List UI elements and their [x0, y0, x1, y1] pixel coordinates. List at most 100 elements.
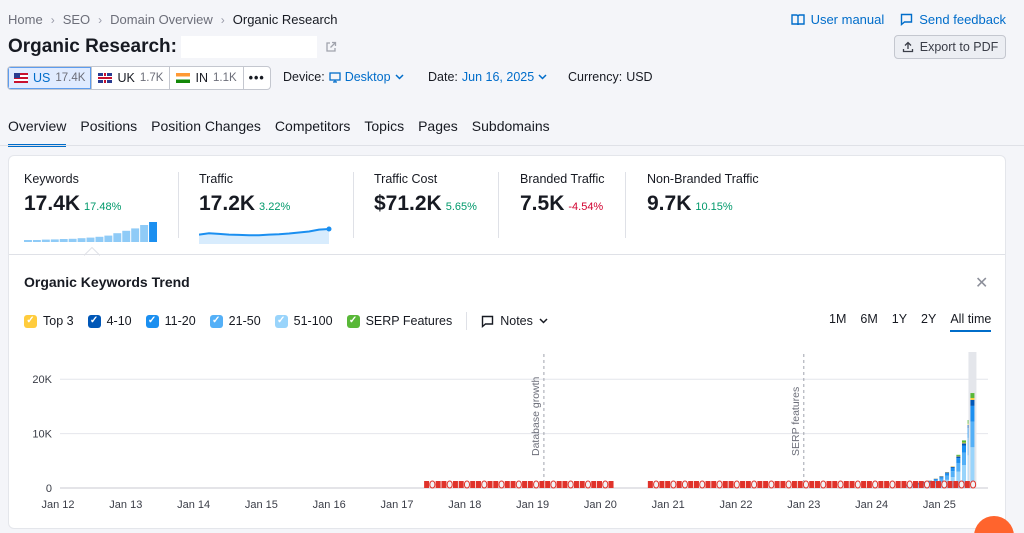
metric-label: Branded Traffic — [520, 172, 605, 186]
legend-label: 21-50 — [228, 314, 261, 328]
metric-branded-traffic[interactable]: Branded Traffic 7.5K -4.54% — [520, 172, 605, 216]
event-marker — [751, 480, 758, 489]
note-icon — [482, 315, 494, 328]
chat-widget-button[interactable] — [974, 516, 1014, 533]
page-title: Organic Research: — [8, 36, 337, 58]
db-uk[interactable]: UK 1.7K — [92, 67, 171, 89]
event-marker — [953, 481, 959, 488]
notes-dropdown[interactable]: Notes — [481, 314, 548, 328]
metric-label: Non-Branded Traffic — [647, 172, 759, 186]
us-flag-icon — [14, 73, 28, 83]
tab-position-changes[interactable]: Position Changes — [151, 118, 261, 134]
book-icon — [790, 13, 805, 25]
range-2y[interactable]: 2Y — [921, 312, 937, 326]
db-us[interactable]: US 17.4K — [8, 67, 93, 89]
trend-bar-segment — [970, 399, 975, 406]
tab-positions[interactable]: Positions — [80, 118, 138, 134]
event-marker — [826, 481, 832, 488]
user-manual-label: User manual — [810, 12, 885, 27]
time-range-selector: 1M 6M 1Y 2Y All time — [829, 312, 992, 332]
x-tick-label: Jan 23 — [787, 499, 820, 511]
device-dropdown[interactable]: Desktop — [329, 70, 404, 84]
x-tick-label: Jan 20 — [584, 499, 617, 511]
help-links: User manual Send feedback — [790, 12, 1006, 27]
sparkline-bar — [104, 235, 113, 242]
event-marker — [763, 481, 769, 488]
event-marker — [435, 481, 441, 488]
legend-11-20[interactable]: ✓ 11-20 — [145, 314, 196, 328]
export-pdf-button[interactable]: Export to PDF — [894, 35, 1006, 59]
breadcrumb-home[interactable]: Home — [8, 12, 43, 27]
monitor-icon — [329, 71, 341, 83]
tab-competitors[interactable]: Competitors — [274, 118, 351, 134]
external-link-icon[interactable] — [325, 41, 337, 53]
range-6m[interactable]: 6M — [860, 312, 878, 326]
legend-4-10[interactable]: ✓ 4-10 — [87, 314, 132, 328]
event-marker — [693, 481, 699, 488]
metric-traffic-cost[interactable]: Traffic Cost $71.2K 5.65% — [374, 172, 477, 216]
tab-pages[interactable]: Pages — [418, 118, 458, 134]
event-marker — [665, 481, 671, 488]
uk-flag-icon — [98, 73, 113, 83]
sparkline-bar — [32, 240, 41, 242]
range-1y[interactable]: 1Y — [891, 312, 908, 326]
trend-bar-segment — [933, 478, 938, 480]
event-marker — [820, 480, 827, 489]
event-marker — [774, 481, 780, 488]
legend-divider — [466, 312, 468, 330]
legend-top3[interactable]: ✓ Top 3 — [24, 314, 74, 328]
legend-51-100[interactable]: ✓ 51-100 — [274, 314, 333, 328]
event-marker — [556, 481, 562, 488]
db-count: 1.7K — [139, 72, 164, 84]
trend-bar-segment — [950, 477, 955, 488]
event-marker — [504, 481, 510, 488]
metric-non-branded-traffic[interactable]: Non-Branded Traffic 9.7K 10.15% — [647, 172, 759, 216]
tab-overview[interactable]: Overview — [8, 118, 67, 147]
trend-bar-segment — [970, 447, 975, 488]
event-marker — [872, 480, 879, 489]
event-marker — [647, 481, 653, 488]
event-marker — [579, 481, 585, 488]
user-manual-link[interactable]: User manual — [790, 12, 885, 27]
organic-keywords-chart: 0 10K 20K Jan 12 Jan 13 Jan 14 Jan 15 Jan 16 Jan… — [32, 352, 988, 511]
legend-label: Top 3 — [43, 314, 74, 328]
more-databases-button[interactable]: ••• — [248, 71, 265, 85]
event-marker — [716, 480, 723, 489]
breadcrumb-seo[interactable]: SEO — [62, 12, 91, 27]
event-marker — [947, 481, 953, 488]
sparkline-bar — [86, 237, 95, 242]
trend-bar-segment — [962, 452, 966, 466]
sparkline-line — [199, 228, 330, 237]
event-marker — [832, 481, 838, 488]
currency-filter: Currency: USD — [568, 70, 653, 84]
trend-bar-segment — [933, 480, 938, 484]
card-divider — [9, 254, 1005, 255]
trend-bar-segment — [956, 458, 961, 463]
send-feedback-link[interactable]: Send feedback — [900, 12, 1006, 27]
range-1m[interactable]: 1M — [829, 312, 847, 326]
in-flag-icon — [176, 73, 191, 83]
event-marker — [901, 481, 907, 488]
range-all-time[interactable]: All time — [950, 312, 992, 332]
trend-bar-segment — [970, 393, 975, 398]
tab-subdomains[interactable]: Subdomains — [471, 118, 550, 134]
legend-21-50[interactable]: ✓ 21-50 — [209, 314, 261, 328]
trend-bar-segment — [962, 442, 966, 444]
metric-traffic[interactable]: Traffic 17.2K 3.22% — [199, 172, 335, 244]
metric-keywords[interactable]: Keywords 17.4K 17.48% — [24, 172, 164, 244]
date-label: Date: — [428, 70, 458, 84]
event-marker — [676, 481, 682, 488]
event-marker — [597, 481, 603, 488]
date-dropdown[interactable]: Jun 16, 2025 — [462, 70, 547, 84]
event-marker — [550, 480, 557, 489]
close-icon[interactable]: ✕ — [975, 275, 989, 292]
metric-value: $71.2K — [374, 192, 442, 215]
trend-bar-segment — [950, 466, 955, 468]
tab-topics[interactable]: Topics — [364, 118, 405, 134]
device-label: Device: — [283, 70, 325, 84]
db-in[interactable]: IN 1.1K — [170, 67, 244, 89]
breadcrumb-domain-overview[interactable]: Domain Overview — [110, 12, 213, 27]
legend-serp-features[interactable]: ✓ SERP Features — [346, 314, 452, 328]
event-marker — [659, 481, 665, 488]
sparkline-bar — [95, 236, 104, 242]
